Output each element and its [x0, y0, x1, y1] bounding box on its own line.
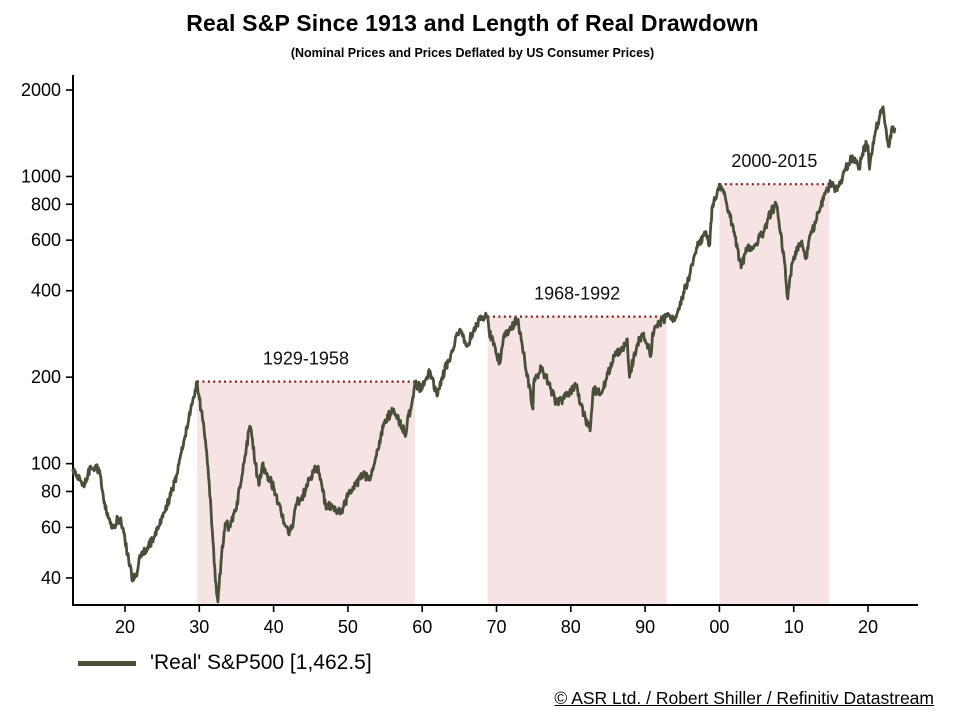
y-tick-label: 200 — [31, 367, 61, 387]
x-tick-label: 00 — [709, 617, 729, 637]
x-tick-label: 40 — [264, 617, 284, 637]
chart-subtitle: (Nominal Prices and Prices Deflated by U… — [290, 46, 655, 60]
y-tick-label: 600 — [31, 230, 61, 250]
chart-title: Real S&P Since 1913 and Length of Real D… — [186, 10, 759, 36]
x-tick-label: 30 — [189, 617, 209, 637]
legend-label: 'Real' S&P500 [1,462.5] — [150, 651, 372, 674]
x-tick-label: 10 — [784, 617, 804, 637]
x-tick-label: 70 — [486, 617, 506, 637]
y-tick-label: 60 — [41, 517, 61, 537]
y-tick-label: 800 — [31, 194, 61, 214]
drawdown-region — [487, 316, 667, 605]
drawdown-label: 2000-2015 — [731, 151, 817, 171]
x-tick-label: 60 — [412, 617, 432, 637]
y-tick-label: 40 — [41, 568, 61, 588]
x-tick-label: 90 — [635, 617, 655, 637]
source-credit: © ASR Ltd. / Robert Shiller / Refinitiv … — [554, 688, 934, 708]
x-tick-label: 20 — [858, 617, 878, 637]
price-line — [71, 105, 897, 604]
x-tick-label: 50 — [338, 617, 358, 637]
y-tick-label: 80 — [41, 481, 61, 501]
legend-line-swatch — [78, 660, 136, 666]
y-tick-label: 400 — [31, 281, 61, 301]
drawdown-label: 1968-1992 — [534, 284, 620, 304]
y-tick-label: 100 — [31, 454, 61, 474]
x-tick-label: 80 — [561, 617, 581, 637]
x-tick-label: 20 — [115, 617, 135, 637]
legend: 'Real' S&P500 [1,462.5] — [78, 649, 372, 677]
y-tick-label: 2000 — [21, 80, 61, 100]
drawdown-label: 1929-1958 — [263, 349, 349, 369]
y-tick-label: 1000 — [21, 166, 61, 186]
